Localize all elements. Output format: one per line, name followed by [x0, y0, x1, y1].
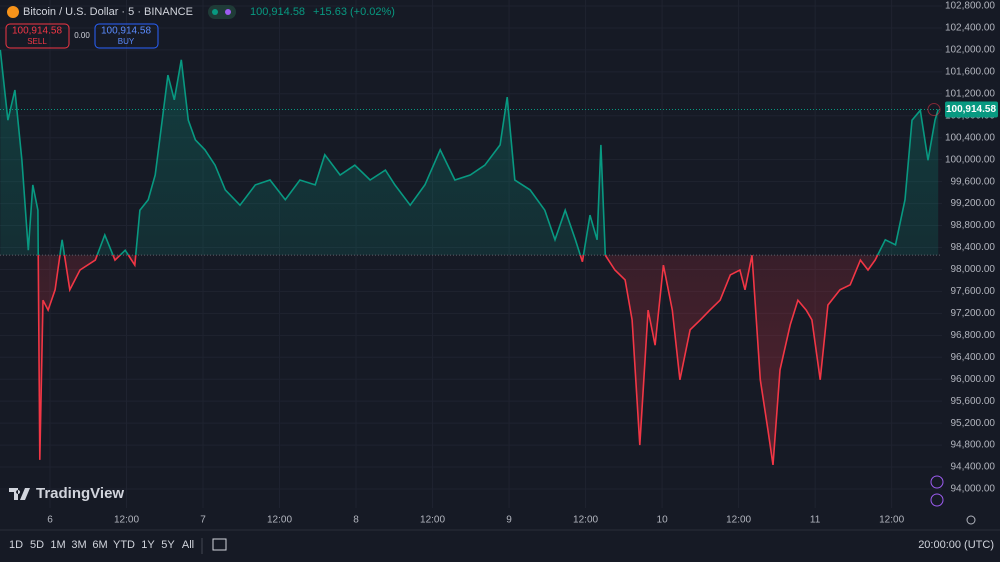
y-tick-label: 98,000.00 [951, 264, 996, 275]
y-tick-label: 96,800.00 [951, 330, 996, 341]
last-price-label: 100,914.58 [946, 104, 996, 115]
y-tick-label: 94,000.00 [951, 484, 996, 495]
spread: 0.00 [74, 31, 90, 40]
x-tick-label: 10 [657, 515, 669, 526]
x-tick-label: 12:00 [879, 515, 904, 526]
buy-button[interactable] [94, 23, 159, 49]
buy-price: 100,914.58 [101, 26, 151, 37]
range-button[interactable]: YTD [113, 539, 135, 551]
y-tick-label: 95,200.00 [951, 418, 996, 429]
x-tick-label: 7 [200, 515, 206, 526]
buy-label: BUY [118, 37, 135, 46]
status-icon [225, 9, 231, 15]
range-button[interactable]: All [182, 539, 194, 551]
y-tick-label: 96,000.00 [951, 374, 996, 385]
range-button[interactable]: 3M [71, 539, 86, 551]
status-dot [212, 9, 218, 15]
range-button[interactable]: 1M [50, 539, 65, 551]
bitcoin-icon [7, 6, 19, 18]
x-tick-label: 12:00 [420, 515, 445, 526]
sell-price: 100,914.58 [12, 26, 62, 37]
x-tick-label: 8 [353, 515, 359, 526]
x-tick-label: 9 [506, 515, 512, 526]
price-line-below [37, 255, 879, 466]
symbol-title: Bitcoin / U.S. Dollar · 5 · BINANCE [23, 6, 193, 18]
status-pill[interactable] [208, 5, 236, 19]
y-tick-label: 99,600.00 [951, 176, 996, 187]
y-tick-label: 102,400.00 [945, 23, 995, 34]
range-button[interactable]: 1Y [141, 539, 155, 551]
y-tick-label: 95,600.00 [951, 396, 996, 407]
y-tick-label: 101,600.00 [945, 66, 995, 77]
last-price-tag [945, 101, 998, 118]
y-tick-label: 94,400.00 [951, 462, 996, 473]
x-tick-label: 12:00 [726, 515, 751, 526]
y-tick-label: 98,800.00 [951, 220, 996, 231]
clock[interactable]: 20:00:00 (UTC) [918, 539, 994, 551]
y-tick-label: 97,200.00 [951, 308, 996, 319]
replay-icon[interactable] [930, 493, 944, 507]
y-tick-label: 102,800.00 [945, 1, 995, 12]
logo-icon [9, 488, 30, 500]
x-tick-label: 11 [810, 515, 821, 526]
sell-button[interactable] [5, 23, 70, 49]
x-tick-label: 12:00 [267, 515, 292, 526]
header-price: 100,914.58 [250, 6, 305, 18]
x-tick-label: 6 [47, 515, 53, 526]
settings-icon[interactable] [966, 515, 976, 525]
price-line-above [0, 49, 939, 256]
y-tick-label: 97,600.00 [951, 286, 996, 297]
range-button[interactable]: 6M [92, 539, 107, 551]
area-below [38, 255, 878, 465]
y-tick-label: 94,800.00 [951, 440, 996, 451]
x-tick-label: 12:00 [114, 515, 139, 526]
y-tick-label: 101,200.00 [945, 88, 995, 99]
sell-label: SELL [27, 37, 47, 46]
y-tick-label: 96,400.00 [951, 352, 996, 363]
y-tick-label: 98,400.00 [951, 242, 996, 253]
add-alert-icon[interactable] [930, 475, 944, 489]
header-change: +15.63 (+0.02%) [313, 6, 395, 18]
area-above [0, 49, 939, 256]
range-button[interactable]: 5Y [161, 539, 175, 551]
y-tick-label: 100,000.00 [945, 154, 995, 165]
y-tick-label: 102,000.00 [945, 45, 995, 56]
range-button[interactable]: 1D [9, 539, 23, 551]
last-price-marker [927, 102, 941, 116]
range-button[interactable]: 5D [30, 539, 44, 551]
y-tick-label: 100,400.00 [945, 132, 995, 143]
y-tick-label: 99,200.00 [951, 198, 996, 209]
logo-text: TradingView [36, 485, 124, 502]
x-tick-label: 12:00 [573, 515, 598, 526]
date-range-icon[interactable] [212, 538, 227, 551]
